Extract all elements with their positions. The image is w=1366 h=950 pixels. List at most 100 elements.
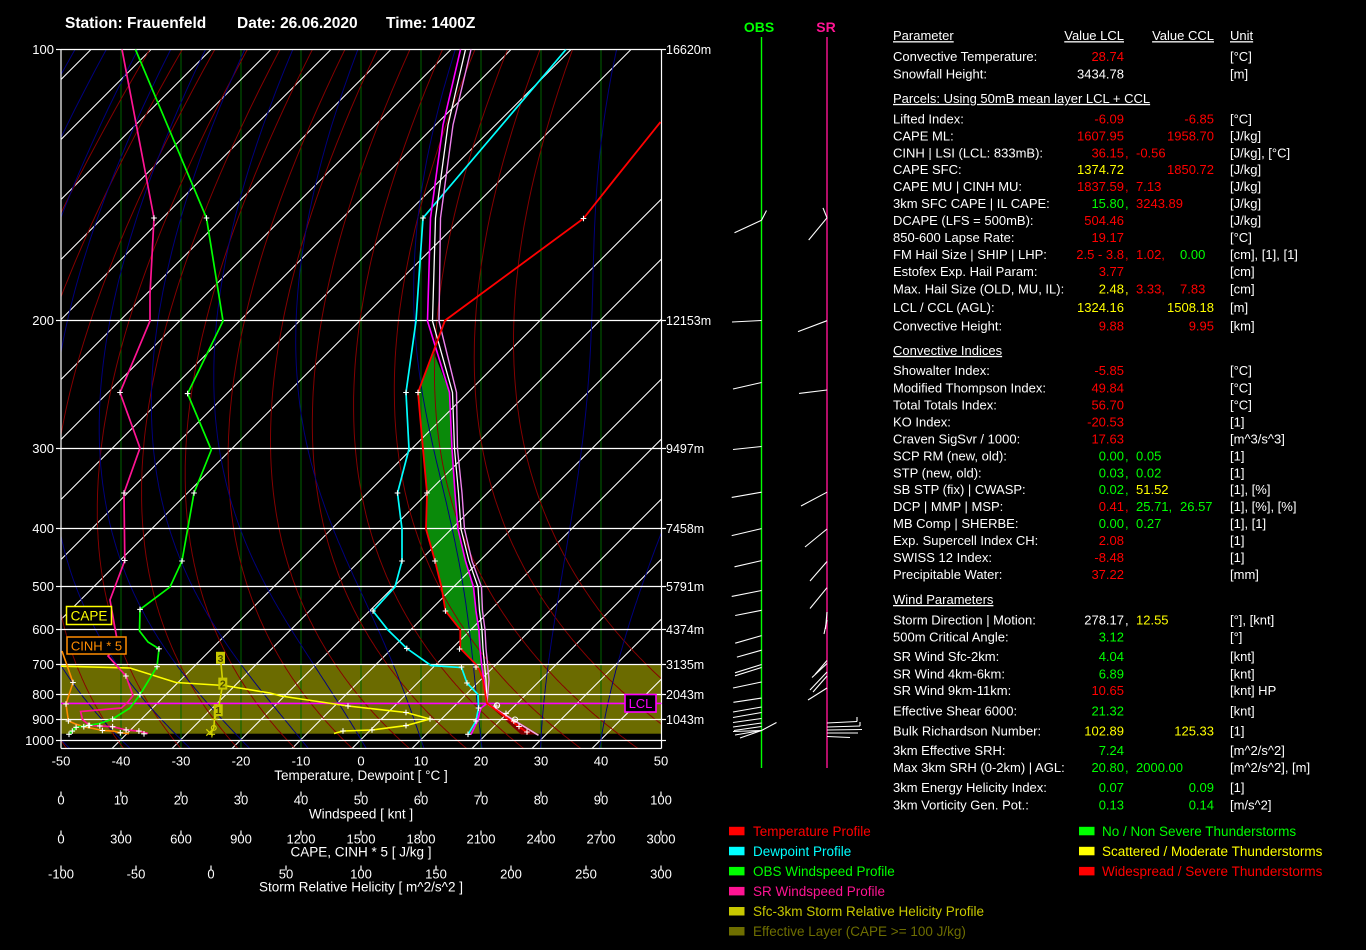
svg-text:7458m: 7458m xyxy=(666,522,704,536)
svg-text:Convective Indices: Convective Indices xyxy=(893,343,1003,358)
svg-text:,: , xyxy=(1125,179,1129,194)
svg-text:[m^2/s^2], [m]: [m^2/s^2], [m] xyxy=(1230,760,1310,775)
svg-text:2.5 - 3.8: 2.5 - 3.8 xyxy=(1076,247,1124,262)
svg-text:9.95: 9.95 xyxy=(1189,318,1214,333)
svg-text:Scattered / Moderate Thunderst: Scattered / Moderate Thunderstorms xyxy=(1102,844,1323,859)
svg-text:LCL: LCL xyxy=(629,696,653,711)
svg-text:[knt] HP: [knt] HP xyxy=(1230,683,1276,698)
svg-text:1043m: 1043m xyxy=(666,713,704,727)
svg-text:Parameter: Parameter xyxy=(893,28,954,43)
svg-text:[°C]: [°C] xyxy=(1230,49,1252,64)
svg-text:CAPE MU | CINH MU:: CAPE MU | CINH MU: xyxy=(893,179,1022,194)
svg-text:28.74: 28.74 xyxy=(1091,49,1124,64)
svg-text:SWISS 12 Index:: SWISS 12 Index: xyxy=(893,550,992,565)
svg-text:0.05: 0.05 xyxy=(1136,448,1161,463)
svg-text:0.13: 0.13 xyxy=(1099,797,1124,812)
svg-text:3km Effective SRH:: 3km Effective SRH: xyxy=(893,743,1005,758)
svg-text:0.07: 0.07 xyxy=(1099,780,1124,795)
svg-text:CAPE, CINH * 5 [ J/kg ]: CAPE, CINH * 5 [ J/kg ] xyxy=(290,845,431,860)
svg-text:FM Hail Size | SHIP | LHP:: FM Hail Size | SHIP | LHP: xyxy=(893,247,1047,262)
svg-text:0.02: 0.02 xyxy=(1136,465,1161,480)
svg-text:25.71,: 25.71, xyxy=(1136,499,1172,514)
svg-text:[1]: [1] xyxy=(1230,448,1244,463)
svg-text:0: 0 xyxy=(57,832,64,847)
svg-text:4374m: 4374m xyxy=(666,623,704,637)
svg-text:[°C]: [°C] xyxy=(1230,230,1252,245)
svg-text:,: , xyxy=(1125,612,1129,627)
svg-text:Showalter Index:: Showalter Index: xyxy=(893,363,990,378)
svg-text:50: 50 xyxy=(279,867,293,882)
svg-text:[knt]: [knt] xyxy=(1230,666,1255,681)
svg-text:SR Wind 4km-6km:: SR Wind 4km-6km: xyxy=(893,666,1005,681)
svg-text:-6.85: -6.85 xyxy=(1184,112,1214,127)
svg-text:300: 300 xyxy=(32,441,54,456)
svg-text:Unit: Unit xyxy=(1230,28,1254,43)
svg-text:2.08: 2.08 xyxy=(1099,533,1124,548)
svg-text:10: 10 xyxy=(114,793,128,808)
svg-text:[J/kg], [°C]: [J/kg], [°C] xyxy=(1230,145,1290,160)
svg-text:Effective Shear 6000:: Effective Shear 6000: xyxy=(893,704,1017,719)
svg-text:19.17: 19.17 xyxy=(1091,230,1124,245)
svg-text:1607.95: 1607.95 xyxy=(1077,128,1124,143)
svg-text:Date: 26.06.2020: Date: 26.06.2020 xyxy=(237,15,358,32)
svg-text:MB Comp | SHERBE:: MB Comp | SHERBE: xyxy=(893,516,1018,531)
svg-text:[mm]: [mm] xyxy=(1230,567,1259,582)
svg-text:12.55: 12.55 xyxy=(1136,612,1169,627)
svg-text:37.22: 37.22 xyxy=(1091,567,1124,582)
svg-text:Exp. Supercell Index CH:: Exp. Supercell Index CH: xyxy=(893,533,1038,548)
svg-text:,: , xyxy=(1125,760,1129,775)
svg-text:17.63: 17.63 xyxy=(1091,432,1124,447)
svg-text:400: 400 xyxy=(32,521,54,536)
svg-text:0: 0 xyxy=(207,867,214,882)
svg-text:Parcels: Using 50mB mean layer: Parcels: Using 50mB mean layer LCL + CCL xyxy=(893,91,1150,106)
svg-text:500m Critical Angle:: 500m Critical Angle: xyxy=(893,630,1009,645)
svg-text:CINH * 5: CINH * 5 xyxy=(71,639,122,654)
svg-text:[m^3/s^3]: [m^3/s^3] xyxy=(1230,432,1285,447)
svg-text:[°C]: [°C] xyxy=(1230,397,1252,412)
svg-text:[1], [%]: [1], [%] xyxy=(1230,482,1270,497)
svg-text:[1]: [1] xyxy=(1230,724,1244,739)
svg-text:Max 3km SRH (0-2km) | AGL:: Max 3km SRH (0-2km) | AGL: xyxy=(893,760,1065,775)
svg-text:CAPE: CAPE xyxy=(71,609,108,624)
svg-text:26.57: 26.57 xyxy=(1180,499,1213,514)
svg-text:,: , xyxy=(1125,499,1129,514)
svg-text:Temperature, Dewpoint [ °C ]: Temperature, Dewpoint [ °C ] xyxy=(274,768,447,783)
svg-text:3434.78: 3434.78 xyxy=(1077,67,1124,82)
svg-text:Storm Direction | Motion:: Storm Direction | Motion: xyxy=(893,612,1036,627)
svg-text:60: 60 xyxy=(414,793,428,808)
svg-text:[cm]: [cm] xyxy=(1230,281,1255,296)
svg-text:500: 500 xyxy=(32,579,54,594)
svg-text:16620m: 16620m xyxy=(666,43,711,57)
svg-text:0.02: 0.02 xyxy=(1099,482,1124,497)
svg-text:Estofex Exp. Hail Param:: Estofex Exp. Hail Param: xyxy=(893,264,1038,279)
svg-text:-0.56: -0.56 xyxy=(1136,145,1166,160)
svg-text:3km SFC CAPE | IL CAPE:: 3km SFC CAPE | IL CAPE: xyxy=(893,196,1050,211)
svg-text:-50: -50 xyxy=(127,867,146,882)
svg-text:Bulk Richardson Number:: Bulk Richardson Number: xyxy=(893,724,1041,739)
svg-text:Convective Temperature:: Convective Temperature: xyxy=(893,49,1037,64)
svg-text:70: 70 xyxy=(474,793,488,808)
svg-text:2400: 2400 xyxy=(527,832,556,847)
svg-text:KO Index:: KO Index: xyxy=(893,415,951,430)
svg-text:Total Totals Index:: Total Totals Index: xyxy=(893,397,997,412)
svg-text:No / Non Severe Thunderstorms: No / Non Severe Thunderstorms xyxy=(1102,824,1296,839)
svg-text:12153m: 12153m xyxy=(666,314,711,328)
svg-text:Lifted Index:: Lifted Index: xyxy=(893,112,964,127)
svg-text:20: 20 xyxy=(474,754,488,769)
svg-text:[°C]: [°C] xyxy=(1230,112,1252,127)
svg-text:40: 40 xyxy=(594,754,608,769)
svg-text:3: 3 xyxy=(218,653,224,665)
svg-text:1500: 1500 xyxy=(347,832,376,847)
svg-text:Max. Hail Size (OLD, MU, IL):: Max. Hail Size (OLD, MU, IL): xyxy=(893,281,1064,296)
svg-text:Precipitable Water:: Precipitable Water: xyxy=(893,567,1002,582)
svg-text:SR Wind 9km-11km:: SR Wind 9km-11km: xyxy=(893,683,1011,698)
svg-text:0.14: 0.14 xyxy=(1189,797,1214,812)
svg-text:Windspeed [ knt ]: Windspeed [ knt ] xyxy=(309,807,413,822)
svg-text:[J/kg]: [J/kg] xyxy=(1230,213,1261,228)
svg-text:[m]: [m] xyxy=(1230,300,1248,315)
svg-text:3.12: 3.12 xyxy=(1099,630,1124,645)
svg-text:0.00: 0.00 xyxy=(1099,516,1124,531)
svg-text:1000: 1000 xyxy=(25,733,54,748)
svg-text:,: , xyxy=(1125,482,1129,497)
svg-text:3135m: 3135m xyxy=(666,658,704,672)
